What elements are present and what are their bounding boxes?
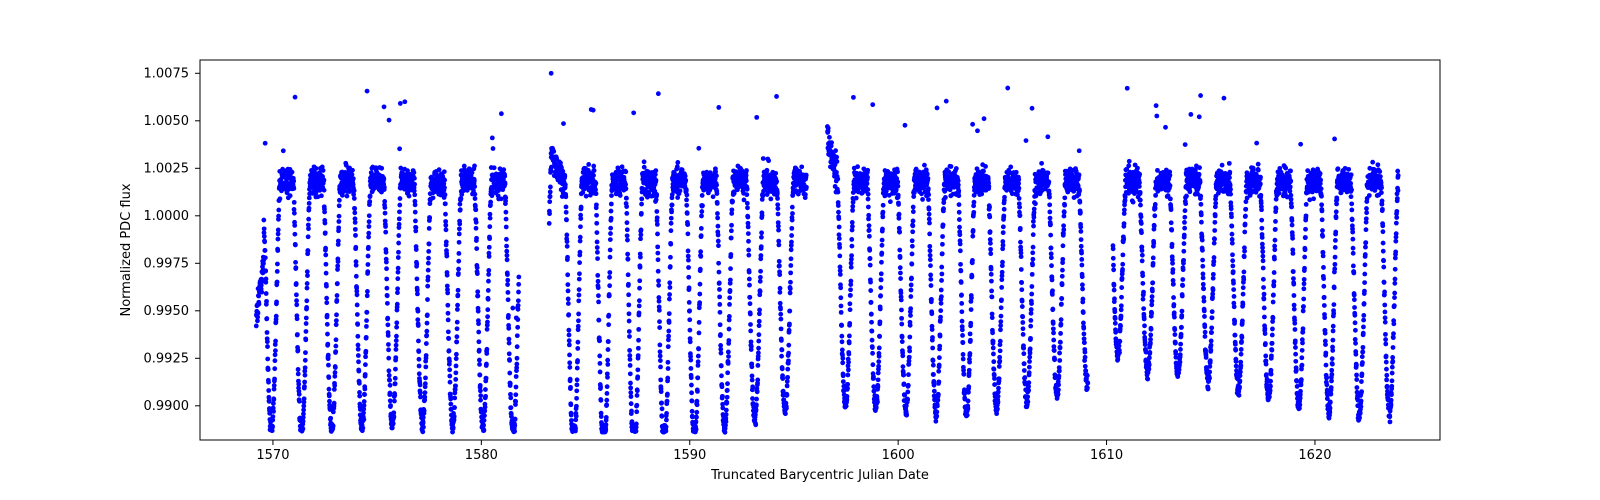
x-tick-label: 1610 (1090, 448, 1123, 463)
y-axis-label: Normalized PDC flux (119, 183, 134, 316)
y-tick-label: 1.0050 (144, 114, 190, 129)
y-tick-label: 0.9900 (144, 399, 190, 414)
y-tick-label: 1.0075 (144, 66, 190, 81)
x-tick-label: 1620 (1298, 448, 1331, 463)
chart-background (0, 0, 1600, 500)
x-tick-label: 1580 (465, 448, 498, 463)
x-tick-label: 1600 (882, 448, 915, 463)
y-tick-label: 1.0000 (144, 209, 190, 224)
light-curve-chart: 1570 1580 1590 1600 1610 1620 0.9900 0.9925 0.99… (0, 0, 1600, 500)
y-tick-label: 0.9950 (144, 304, 190, 319)
x-tick-label: 1570 (256, 448, 289, 463)
y-tick-label: 1.0025 (144, 161, 190, 176)
y-tick-label: 0.9975 (144, 256, 190, 271)
y-tick-label: 0.9925 (144, 351, 190, 366)
x-axis-label: Truncated Barycentric Julian Date (710, 468, 929, 483)
x-tick-label: 1590 (673, 448, 706, 463)
chart-container: 1570 1580 1590 1600 1610 1620 0.9900 0.9925 0.99… (0, 0, 1600, 500)
